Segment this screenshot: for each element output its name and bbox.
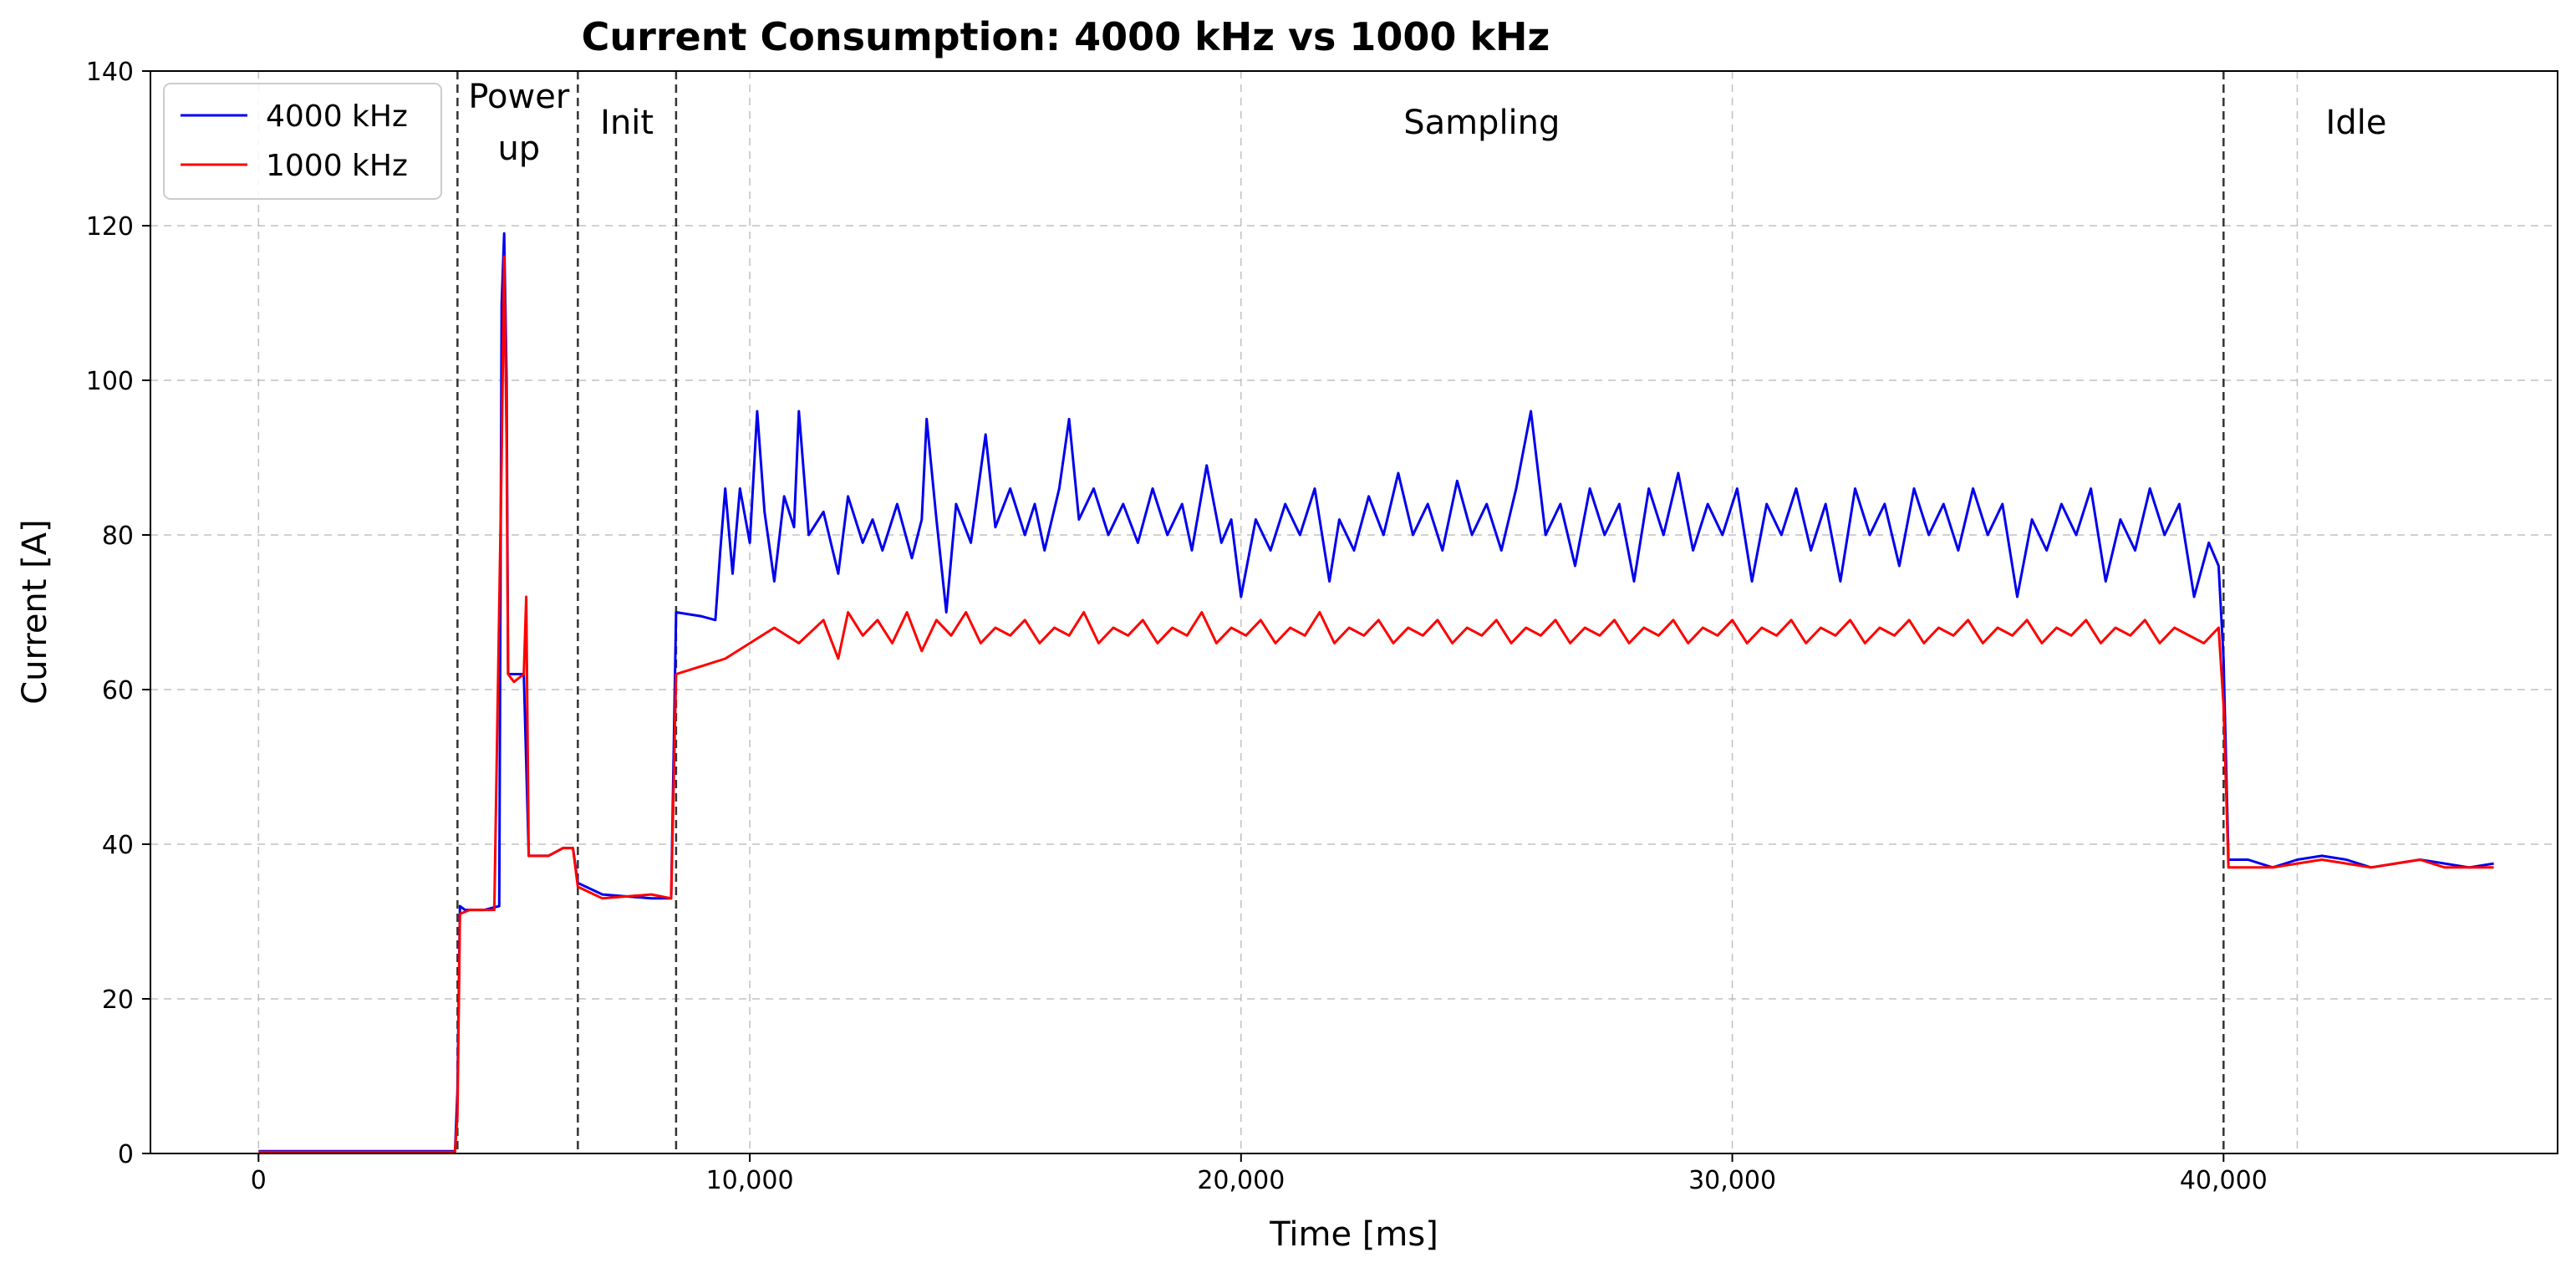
phase-label-idle: Idle (2326, 104, 2387, 142)
y-axis-ticks: 0 20 40 60 80 100 120 140 (86, 58, 150, 1169)
y-tick-label: 20 (102, 985, 134, 1015)
y-tick-label: 60 (102, 676, 134, 705)
phase-label-line: Init (600, 104, 654, 142)
y-tick-label: 80 (102, 522, 134, 551)
phase-labels: Power up Init Sampling Idle (468, 78, 2386, 168)
phase-label-init: Init (600, 104, 654, 142)
phase-label-line: Sampling (1403, 104, 1560, 142)
phase-label-line: Idle (2326, 104, 2387, 142)
phase-label-line: up (497, 130, 540, 168)
x-axis-ticks: 0 10,000 20,000 30,000 40,000 (251, 1153, 2268, 1195)
x-tick-label: 40,000 (2180, 1166, 2268, 1195)
y-tick-label: 120 (86, 212, 134, 242)
series-line-4000khz (258, 232, 2494, 1153)
y-tick-label: 100 (86, 367, 134, 396)
series-line-1000khz (258, 255, 2494, 1153)
plot-area-frame (150, 70, 2558, 1154)
y-tick-label: 40 (102, 831, 134, 860)
chart-title: Current Consumption: 4000 kHz vs 1000 kH… (582, 14, 1550, 59)
x-tick-label: 30,000 (1688, 1166, 1776, 1195)
y-tick-label: 140 (86, 58, 134, 87)
legend: 4000 kHz 1000 kHz (163, 83, 442, 200)
phase-label-power-up: Power up (468, 78, 569, 168)
x-tick-label: 0 (251, 1166, 267, 1195)
series-lines (258, 232, 2494, 1153)
x-axis-label: Time [ms] (1269, 1215, 1438, 1254)
phase-label-sampling: Sampling (1403, 104, 1560, 142)
x-tick-label: 20,000 (1197, 1166, 1285, 1195)
legend-label-4000khz: 4000 kHz (266, 99, 408, 134)
legend-label-1000khz: 1000 kHz (266, 149, 408, 183)
x-tick-label: 10,000 (706, 1166, 794, 1195)
legend-box (163, 83, 442, 200)
y-tick-label: 0 (118, 1140, 134, 1169)
y-axis-label: Current [A] (16, 519, 54, 705)
phase-label-line: Power (468, 78, 569, 116)
